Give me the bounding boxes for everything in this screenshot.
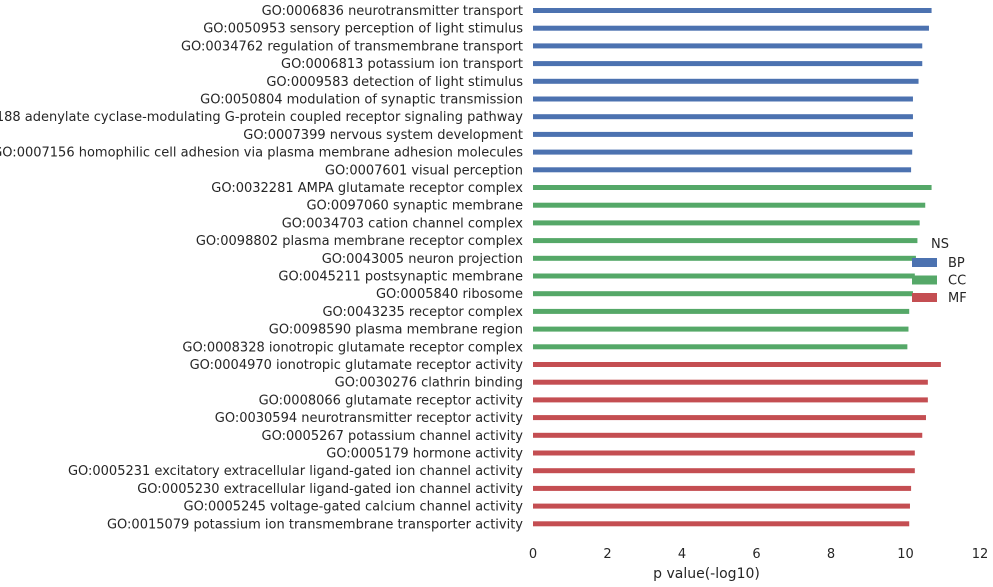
legend-label-cc: CC bbox=[948, 274, 966, 289]
category-label: GO:0005179 hormone activity bbox=[326, 447, 523, 462]
bar-mf bbox=[533, 379, 928, 385]
category-label: GO:0004970 ionotropic glutamate receptor… bbox=[190, 358, 524, 373]
bar-bp bbox=[533, 78, 919, 84]
x-axis-title: p value(-log10) bbox=[653, 566, 760, 582]
category-label: GO:0009583 detection of light stimulus bbox=[266, 75, 523, 90]
bar-bp bbox=[533, 43, 923, 49]
category-label: GO:0008066 glutamate receptor activity bbox=[259, 393, 524, 408]
legend-swatch-bp bbox=[912, 258, 937, 267]
x-tick-label: 12 bbox=[972, 547, 989, 562]
category-label: GO:0006836 neurotransmitter transport bbox=[262, 4, 523, 19]
category-label: GO:0006813 potassium ion transport bbox=[281, 57, 523, 72]
category-label: GO:0098802 plasma membrane receptor comp… bbox=[196, 234, 523, 249]
category-label: GO:0043235 receptor complex bbox=[322, 305, 523, 320]
bar-cc bbox=[533, 255, 916, 261]
category-label: GO:0043005 neuron projection bbox=[322, 252, 523, 267]
legend-label-mf: MF bbox=[948, 291, 967, 306]
category-label: GO:0007601 visual perception bbox=[325, 163, 523, 178]
bar-cc bbox=[533, 202, 926, 208]
bar-bp bbox=[533, 131, 913, 137]
category-label: GO:0007156 homophilic cell adhesion via … bbox=[0, 146, 523, 161]
x-tick-label: 10 bbox=[897, 547, 914, 562]
bar-mf bbox=[533, 521, 910, 527]
bar-mf bbox=[533, 503, 910, 509]
bar-cc bbox=[533, 326, 909, 332]
bar-bp bbox=[533, 114, 913, 120]
bar-bp bbox=[533, 149, 913, 155]
bar-mf bbox=[533, 450, 915, 456]
bar-bp bbox=[533, 25, 929, 31]
x-tick-label: 8 bbox=[827, 547, 835, 562]
legend-swatch-mf bbox=[912, 293, 937, 302]
category-label: GO:0015079 potassium ion transmembrane t… bbox=[107, 517, 523, 532]
bars-layer bbox=[533, 8, 941, 527]
legend-swatch-cc bbox=[912, 275, 937, 285]
bar-cc bbox=[533, 220, 920, 226]
bar-mf bbox=[533, 415, 926, 421]
category-label: GO:0098590 plasma membrane region bbox=[269, 323, 523, 338]
legend: NS BP CC MF bbox=[912, 237, 967, 306]
bar-cc bbox=[533, 308, 910, 314]
category-label: GO:0034703 cation channel complex bbox=[282, 216, 524, 231]
x-tick-label: 0 bbox=[529, 547, 537, 562]
category-label: GO:0007188 adenylate cyclase-modulating … bbox=[0, 110, 523, 125]
category-label: GO:0032281 AMPA glutamate receptor compl… bbox=[211, 181, 523, 196]
category-label: GO:0005267 potassium channel activity bbox=[262, 429, 524, 444]
category-label: GO:0005231 excitatory extracellular liga… bbox=[68, 464, 523, 479]
x-axis: 0 2 4 6 8 10 12 bbox=[529, 547, 988, 562]
category-labels: GO:0006836 neurotransmitter transport GO:… bbox=[0, 4, 523, 532]
bar-bp bbox=[533, 8, 932, 13]
category-label: GO:0005245 voltage-gated calcium channel… bbox=[184, 500, 524, 515]
category-label: GO:0008328 ionotropic glutamate receptor… bbox=[182, 340, 523, 355]
legend-label-bp: BP bbox=[948, 256, 965, 271]
bar-mf bbox=[533, 432, 923, 438]
category-label: GO:0050804 modulation of synaptic transm… bbox=[200, 93, 523, 108]
bar-cc bbox=[533, 344, 908, 350]
bar-bp bbox=[533, 61, 923, 67]
bar-mf bbox=[533, 485, 912, 491]
category-label: GO:0030276 clathrin binding bbox=[335, 376, 523, 391]
category-label: GO:0030594 neurotransmitter receptor act… bbox=[215, 411, 524, 426]
category-label: GO:0034762 regulation of transmembrane t… bbox=[181, 39, 523, 54]
bar-bp bbox=[533, 96, 913, 102]
x-tick-label: 4 bbox=[678, 547, 686, 562]
category-label: GO:0007399 nervous system development bbox=[243, 128, 523, 143]
legend-title: NS bbox=[931, 237, 949, 252]
bar-cc bbox=[533, 291, 913, 297]
category-label: GO:0045211 postsynaptic membrane bbox=[278, 270, 523, 285]
bar-cc bbox=[533, 238, 918, 244]
category-label: GO:0050953 sensory perception of light s… bbox=[203, 22, 523, 37]
bar-mf bbox=[533, 397, 928, 403]
category-label: GO:0005840 ribosome bbox=[376, 287, 523, 302]
x-tick-label: 2 bbox=[603, 547, 611, 562]
x-tick-label: 6 bbox=[752, 547, 760, 562]
bar-cc bbox=[533, 273, 915, 279]
bar-bp bbox=[533, 167, 912, 173]
bar-mf bbox=[533, 468, 915, 474]
category-label: GO:0097060 synaptic membrane bbox=[306, 199, 523, 214]
bar-mf bbox=[533, 362, 941, 367]
bar-cc bbox=[533, 185, 932, 190]
category-label: GO:0005230 extracellular ligand-gated io… bbox=[137, 482, 523, 497]
